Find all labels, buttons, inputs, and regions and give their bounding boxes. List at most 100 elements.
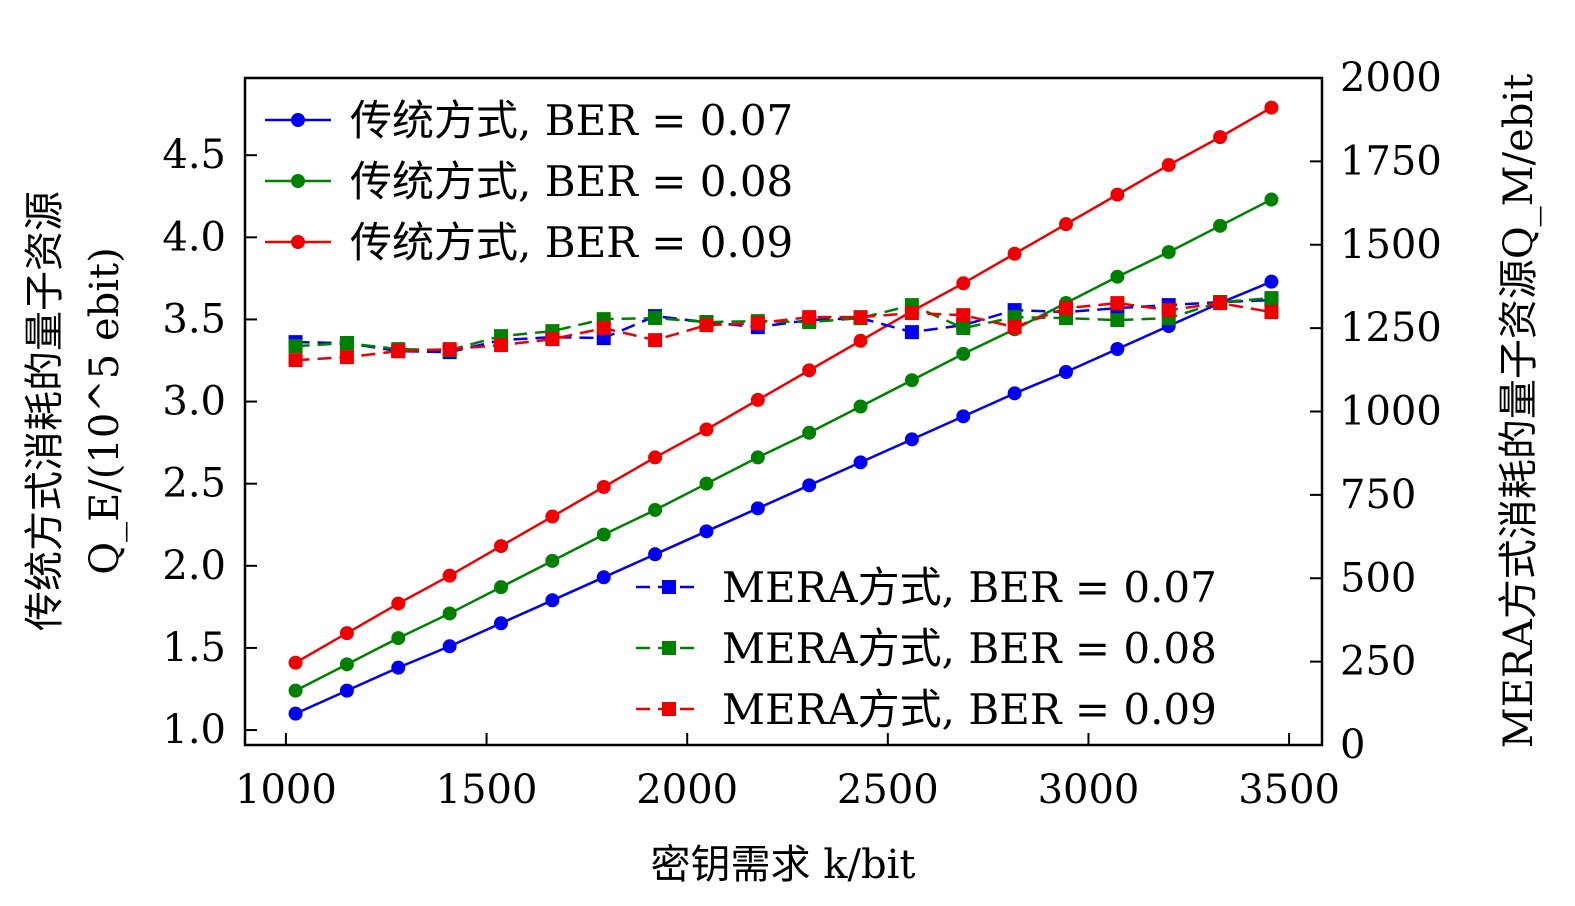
data-point-circle: [802, 425, 817, 440]
data-point-square: [956, 308, 971, 323]
data-point-circle: [853, 399, 868, 414]
series-line-1: [294, 198, 1273, 692]
data-point-circle: [1110, 187, 1125, 202]
data-point-circle: [288, 655, 303, 670]
y-left-tick-label: 3.0: [162, 379, 226, 425]
legend: 传统方式, BER = 0.07 传统方式, BER = 0.08 传统方式, BE…: [265, 96, 1217, 734]
data-point-circle: [699, 422, 714, 437]
data-point-circle: [288, 706, 303, 721]
y-right-tick-label: 500: [1340, 555, 1416, 601]
data-point-circle: [1213, 218, 1228, 233]
data-point-circle: [699, 524, 714, 539]
y-right-tick-label: 250: [1340, 639, 1416, 685]
y-left-tick-label: 2.5: [162, 461, 226, 507]
data-point-square: [545, 332, 560, 347]
data-point-circle: [442, 568, 457, 583]
x-axis-label: 密钥需求 k/bit: [651, 842, 916, 888]
series-line-3: [295, 298, 1272, 354]
data-point-square: [1213, 296, 1228, 311]
data-point-square: [339, 336, 354, 351]
data-point-square: [1110, 296, 1125, 311]
legend-label-2: 传统方式, BER = 0.09: [350, 218, 793, 267]
data-point-circle: [1264, 192, 1279, 207]
data-point-circle: [596, 479, 611, 494]
y-right-tick-label: 1500: [1340, 222, 1442, 268]
y-left-tick-label: 2.0: [162, 543, 226, 589]
data-point-square: [802, 310, 817, 325]
axis-ticks: 1000 1500 2000 2500 3000 35001.01.52.02.53.03…: [162, 55, 1441, 813]
y-left-tick-label: 4.0: [162, 214, 226, 260]
data-point-circle: [339, 657, 354, 672]
data-point-square: [288, 339, 303, 354]
data-point-circle: [750, 501, 765, 516]
data-point-square: [1110, 313, 1125, 328]
y-right-tick-label: 1000: [1340, 389, 1442, 435]
data-point-square: [904, 325, 919, 340]
data-point-circle: [442, 606, 457, 621]
data-point-square: [853, 310, 868, 325]
data-point-circle: [391, 631, 406, 646]
data-point-circle: [853, 455, 868, 470]
data-point-circle: [1161, 158, 1176, 173]
legend-marker: [662, 702, 676, 716]
data-point-circle: [1161, 245, 1176, 260]
data-point-circle: [956, 346, 971, 361]
data-point-circle: [596, 570, 611, 585]
legend-label-4: MERA方式, BER = 0.08: [722, 624, 1217, 673]
data-point-circle: [545, 593, 560, 608]
legend-marker: [291, 174, 305, 188]
data-point-square: [904, 306, 919, 321]
legend-label-1: 传统方式, BER = 0.08: [350, 157, 793, 206]
data-point-circle: [1058, 364, 1073, 379]
data-point-square: [1264, 291, 1279, 306]
data-point-circle: [391, 660, 406, 675]
data-point-circle: [648, 450, 663, 465]
x-tick-label: 3000: [1038, 767, 1140, 813]
data-point-circle: [494, 539, 509, 554]
data-point-circle: [904, 432, 919, 447]
data-point-square: [1161, 303, 1176, 318]
data-point-square: [648, 311, 663, 326]
legend-marker: [662, 641, 676, 655]
y-left-tick-label: 3.5: [162, 296, 226, 342]
legend-marker: [662, 580, 676, 594]
series-line-5: [295, 301, 1272, 362]
legend-label-0: 传统方式, BER = 0.07: [350, 96, 793, 145]
data-point-square: [956, 321, 971, 336]
data-point-circle: [1213, 130, 1228, 145]
series-line-2: [294, 106, 1273, 664]
data-point-square: [648, 333, 663, 348]
data-point-square: [750, 316, 765, 331]
data-point-circle: [494, 616, 509, 631]
data-point-square: [1264, 305, 1279, 320]
x-tick-label: 1500: [436, 767, 538, 813]
x-tick-label: 2000: [636, 767, 738, 813]
y-left-tick-label: 1.0: [162, 707, 226, 753]
y-axis-label-left-1: 传统方式消耗的量子资源: [22, 191, 68, 631]
data-point-circle: [339, 626, 354, 641]
data-point-circle: [1007, 246, 1022, 261]
data-point-circle: [1110, 269, 1125, 284]
x-tick-label: 3500: [1238, 767, 1340, 813]
data-point-circle: [1058, 217, 1073, 232]
data-point-circle: [802, 363, 817, 378]
data-point-square: [391, 344, 406, 359]
series-line-0: [295, 280, 1272, 715]
data-point-square: [442, 342, 457, 357]
data-point-square: [699, 318, 714, 333]
data-point-circle: [956, 409, 971, 424]
legend-label-5: MERA方式, BER = 0.09: [722, 685, 1217, 734]
data-point-circle: [1264, 100, 1279, 115]
y-right-tick-label: 1250: [1340, 305, 1442, 351]
data-point-circle: [442, 639, 457, 654]
y-right-tick-label: 1750: [1340, 138, 1442, 184]
data-point-circle: [904, 373, 919, 388]
legend-marker: [291, 235, 305, 249]
data-point-square: [1007, 320, 1022, 335]
data-point-circle: [648, 547, 663, 562]
data-point-circle: [699, 476, 714, 491]
plot-marks: [288, 100, 1279, 721]
data-point-circle: [750, 392, 765, 407]
data-point-square: [1058, 301, 1073, 316]
